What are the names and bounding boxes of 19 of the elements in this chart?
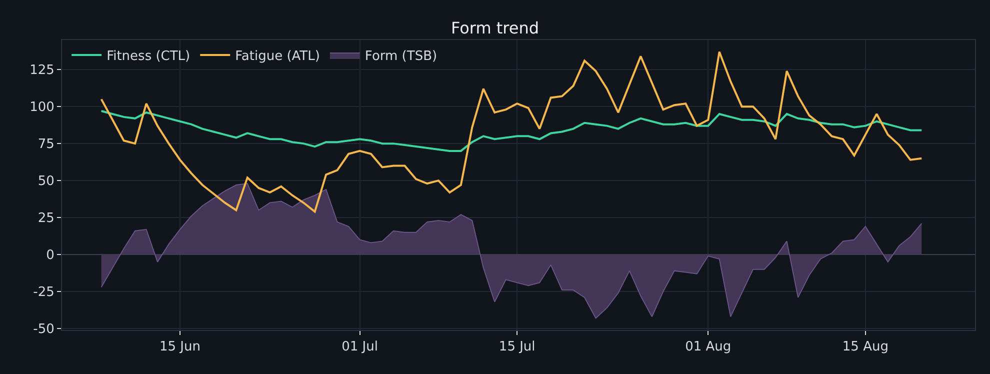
y-tick-label: 25 [38,211,54,226]
y-tick-label: -50 [33,322,54,338]
legend-label: Fatigue (ATL) [235,49,320,64]
legend-label: Fitness (CTL) [106,49,190,64]
chart-title: Form trend [450,18,540,38]
line-series [100,110,923,152]
line-series [100,50,923,213]
y-tick-label: 100 [30,100,54,116]
x-tick-label: 01 Jul [342,340,378,355]
y-tick-label: 50 [38,174,54,190]
y-tick-label: 0 [46,248,54,264]
x-tick-label: 15 Jun [159,340,200,355]
x-tick-label: 15 Aug [842,340,888,355]
x-tick-label: 15 Jul [498,340,536,355]
x-tick-label: 01 Aug [685,340,732,355]
y-tick-label: 75 [38,137,54,152]
y-tick-label: 125 [30,63,54,78]
y-tick-label: -25 [33,285,54,300]
legend-label: Form (TSB) [364,49,438,64]
